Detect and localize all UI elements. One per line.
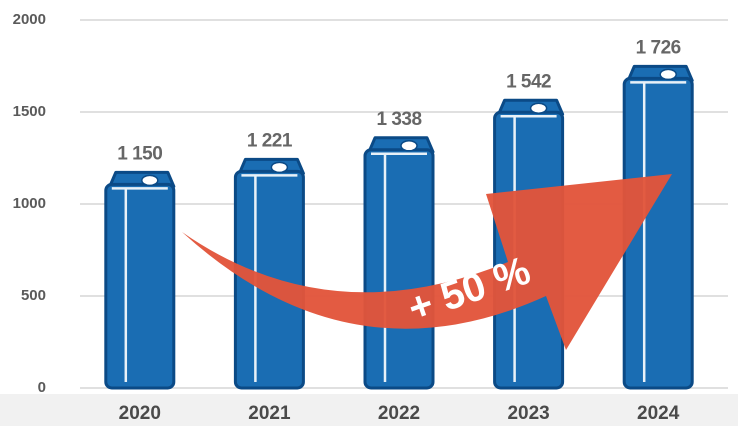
carton-edge	[371, 152, 427, 382]
x-tick-label: 2021	[248, 403, 291, 424]
value-label: 1 338	[376, 109, 421, 130]
x-tick-label: 2020	[119, 403, 161, 424]
y-tick-label: 0	[38, 379, 46, 396]
value-label: 1 221	[247, 130, 293, 151]
carton-cap	[400, 140, 418, 152]
y-tick-label: 1500	[13, 103, 46, 120]
value-label: 1 726	[636, 37, 681, 58]
x-tick-label: 2024	[637, 403, 680, 424]
x-tick-label: 2022	[378, 403, 420, 424]
bar	[104, 182, 176, 390]
y-tick-label: 1000	[13, 195, 46, 212]
value-label: 1 150	[117, 143, 162, 164]
y-tick-label: 500	[21, 287, 46, 304]
value-label: 1 542	[506, 71, 551, 92]
bar	[363, 148, 435, 390]
x-tick-label: 2023	[507, 403, 549, 424]
axes: 0 500 1000 1500 2000 2020 2021 2022 2023 2024	[13, 11, 728, 424]
carton-edge	[630, 81, 687, 382]
y-tick-label: 2000	[13, 11, 46, 28]
footer-band	[0, 394, 738, 426]
carton-cap	[270, 161, 289, 174]
carton	[622, 64, 694, 390]
carton-cap	[141, 174, 159, 187]
carton-edge	[111, 187, 168, 382]
carton	[363, 136, 435, 390]
carton-cap	[529, 102, 548, 115]
carton	[104, 170, 176, 390]
carton-cap	[659, 68, 677, 81]
arrow-shape	[182, 174, 672, 350]
